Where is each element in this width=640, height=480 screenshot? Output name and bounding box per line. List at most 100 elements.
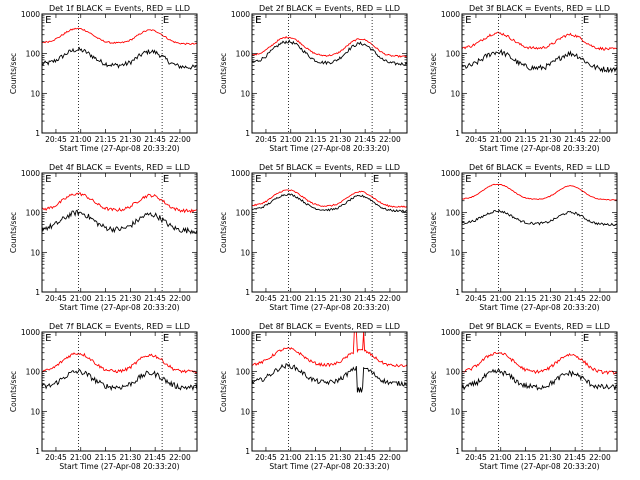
- x-tick-label: 22:00: [379, 294, 401, 303]
- y-tick-label: 10: [450, 248, 460, 257]
- events-series-line: [252, 363, 407, 393]
- detector-panel: Det 1f BLACK = Events, RED = LLD E E 1 10 100…: [9, 4, 198, 153]
- flag-label: E: [255, 333, 261, 344]
- x-tick-label: 21:30: [330, 294, 352, 303]
- x-tick-label: 20:45: [465, 453, 487, 462]
- events-series-line: [462, 209, 617, 227]
- x-tick-label: 21:30: [120, 294, 142, 303]
- x-tick-label: 21:00: [280, 453, 302, 462]
- y-tick-label: 1000: [21, 328, 40, 337]
- x-tick-label: 20:45: [45, 294, 67, 303]
- x-axis-label: Start Time (27-Apr-08 20:33:20): [479, 462, 599, 471]
- plot-frame: [251, 331, 408, 452]
- x-tick-label: 21:15: [95, 294, 117, 303]
- x-tick-label: 21:00: [490, 294, 512, 303]
- y-tick-label: 100: [26, 368, 41, 377]
- flag-label: E: [465, 333, 471, 344]
- x-axis-label: Start Time (27-Apr-08 20:33:20): [269, 303, 389, 312]
- plot-frame: [41, 172, 198, 293]
- x-tick-label: 21:00: [70, 294, 92, 303]
- flag-label: E: [583, 15, 589, 26]
- detector-panel: Det 9f BLACK = Events, RED = LLD E E 1 10 100…: [429, 322, 618, 471]
- plot-frame: [461, 331, 618, 452]
- x-axis-label: Start Time (27-Apr-08 20:33:20): [269, 144, 389, 153]
- x-tick-label: 21:45: [564, 294, 586, 303]
- events-series-line: [42, 368, 197, 392]
- y-tick-label: 10: [30, 89, 40, 98]
- x-tick-label: 22:00: [379, 453, 401, 462]
- x-tick-label: 21:00: [280, 294, 302, 303]
- y-tick-label: 1000: [21, 10, 40, 19]
- lld-series-line: [252, 189, 407, 208]
- y-tick-label: 1: [455, 129, 460, 138]
- flag-label: E: [465, 15, 471, 26]
- x-tick-label: 21:15: [305, 135, 327, 144]
- y-tick-label: 1000: [21, 169, 40, 178]
- y-tick-label: 1: [35, 447, 40, 456]
- y-tick-label: 100: [236, 50, 251, 59]
- flag-label: E: [45, 15, 51, 26]
- detector-panel: Det 2f BLACK = Events, RED = LLDEE110100…: [219, 4, 408, 153]
- x-tick-label: 20:45: [255, 294, 277, 303]
- x-tick-label: 22:00: [589, 294, 611, 303]
- x-tick-label: 21:15: [515, 453, 537, 462]
- panel-title: Det 6f BLACK = Events, RED = LLD: [469, 163, 610, 172]
- y-axis-label: Counts/sec: [9, 212, 18, 253]
- y-axis-label: Counts/sec: [429, 53, 438, 94]
- x-tick-label: 21:30: [540, 135, 562, 144]
- y-tick-label: 10: [240, 248, 250, 257]
- y-tick-label: 1000: [231, 328, 250, 337]
- y-tick-label: 1: [35, 129, 40, 138]
- panel-title: Det 5f BLACK = Events, RED = LLD: [259, 163, 400, 172]
- x-tick-label: 21:30: [540, 294, 562, 303]
- x-axis-label: Start Time (27-Apr-08 20:33:20): [479, 303, 599, 312]
- x-tick-label: 20:45: [255, 453, 277, 462]
- flag-label: E: [45, 174, 51, 185]
- y-axis-label: Counts/sec: [219, 371, 228, 412]
- x-tick-label: 21:15: [95, 135, 117, 144]
- flag-label: E: [163, 15, 169, 26]
- y-axis-label: Counts/sec: [219, 212, 228, 253]
- x-tick-label: 21:00: [70, 135, 92, 144]
- y-axis-label: Counts/sec: [9, 371, 18, 412]
- y-axis-label: Counts/sec: [219, 53, 228, 94]
- y-tick-label: 100: [26, 209, 41, 218]
- panel-title: Det 8f BLACK = Events, RED = LLD: [259, 322, 400, 331]
- y-axis-label: Counts/sec: [9, 53, 18, 94]
- y-tick-label: 1000: [441, 328, 460, 337]
- flag-label: E: [255, 15, 261, 26]
- lld-series-line: [252, 332, 407, 368]
- y-tick-label: 1000: [441, 10, 460, 19]
- x-tick-label: 21:30: [330, 453, 352, 462]
- lld-series-line: [42, 27, 197, 46]
- events-series-line: [252, 39, 407, 66]
- x-tick-label: 21:45: [354, 135, 376, 144]
- x-tick-label: 21:00: [280, 135, 302, 144]
- panel-title: Det 9f BLACK = Events, RED = LLD: [469, 322, 610, 331]
- events-series-line: [42, 209, 197, 235]
- flag-label: E: [583, 333, 589, 344]
- x-tick-label: 20:45: [255, 135, 277, 144]
- lld-series-line: [42, 352, 197, 374]
- x-tick-label: 21:45: [144, 453, 166, 462]
- panel-title: Det 3f BLACK = Events, RED = LLD: [469, 4, 610, 13]
- y-tick-label: 100: [446, 368, 461, 377]
- y-tick-label: 1: [245, 129, 250, 138]
- x-tick-label: 21:15: [95, 453, 117, 462]
- detector-panel: Det 6f BLACK = Events, RED = LLD E 1 10 100 1…: [429, 163, 618, 312]
- detector-panel: Det 5f BLACK = Events, RED = LLD E E 1 10 100…: [219, 163, 408, 312]
- x-tick-label: 22:00: [379, 135, 401, 144]
- x-tick-label: 21:45: [564, 135, 586, 144]
- events-series-line: [42, 46, 197, 70]
- flag-label: E: [465, 174, 471, 185]
- x-axis-label: Start Time (27-Apr-08 20:33:20): [59, 303, 179, 312]
- x-tick-label: 22:00: [169, 453, 191, 462]
- lld-series-line: [462, 351, 617, 376]
- panel-title: Det 7f BLACK = Events, RED = LLD: [49, 322, 190, 331]
- y-tick-label: 10: [240, 89, 250, 98]
- flag-label: E: [373, 174, 379, 185]
- y-tick-label: 10: [30, 248, 40, 257]
- y-axis-label: Counts/sec: [429, 212, 438, 253]
- y-tick-label: 10: [450, 89, 460, 98]
- y-tick-label: 1: [35, 288, 40, 297]
